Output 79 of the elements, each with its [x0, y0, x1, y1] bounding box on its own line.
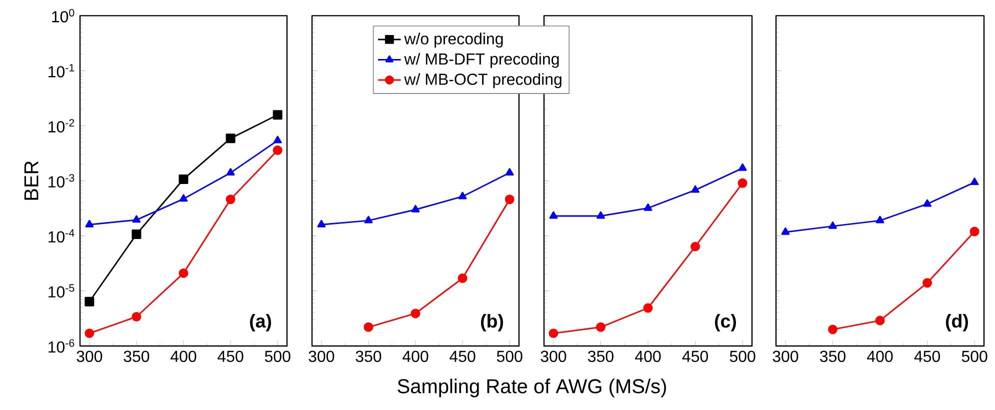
x-tick-label: 350	[356, 350, 382, 362]
x-tick-label: 300	[772, 350, 798, 362]
point	[828, 221, 837, 229]
point	[738, 163, 747, 171]
x-tick-label: 450	[450, 350, 476, 362]
point	[504, 194, 514, 204]
point	[923, 199, 932, 207]
x-tick-label: 300	[308, 350, 334, 362]
point	[738, 178, 748, 188]
annotation: (b)	[481, 314, 504, 332]
point	[690, 242, 700, 252]
point	[273, 136, 282, 144]
point	[411, 204, 420, 212]
point	[643, 303, 653, 313]
x-tick-label: 300	[76, 350, 102, 362]
annotation: (a)	[250, 314, 272, 332]
point	[132, 215, 141, 223]
y-tick-label: 10$^{-2}$	[48, 119, 74, 132]
x-tick-label: 500	[264, 350, 290, 362]
point	[132, 312, 142, 322]
point	[458, 192, 467, 200]
point	[84, 296, 94, 306]
point	[226, 194, 236, 204]
x-tick-label: 400	[402, 350, 428, 362]
point	[505, 168, 514, 176]
point	[84, 328, 94, 338]
point	[179, 194, 188, 202]
x-tick-label: 450	[218, 350, 244, 362]
point	[364, 322, 374, 332]
y-tick-label: 10$^{-5}$	[48, 284, 74, 298]
point	[226, 168, 235, 176]
x-tick-label: 500	[962, 350, 988, 362]
point	[178, 174, 188, 184]
x-tick-label: 500	[496, 350, 522, 362]
point	[596, 322, 606, 332]
point	[226, 134, 236, 144]
point	[691, 185, 700, 193]
point	[644, 203, 652, 211]
point	[828, 324, 838, 334]
x-tick-label: 400	[170, 350, 196, 362]
x-tick-label: 400	[635, 350, 661, 362]
x-tick-label: 400	[867, 350, 893, 362]
point	[85, 220, 94, 228]
y-tick-label: 10$^{-4}$	[48, 229, 74, 243]
x-tick-label: 500	[730, 350, 756, 362]
point	[178, 268, 188, 278]
x-tick-label: 450	[682, 350, 708, 362]
point	[458, 274, 468, 283]
point	[876, 216, 884, 224]
point	[875, 316, 885, 326]
point	[132, 230, 142, 240]
x-tick-label: 350	[588, 350, 614, 362]
y-tick-label: 10$^{-1}$	[48, 64, 74, 78]
point	[970, 226, 980, 236]
point	[922, 278, 932, 288]
x-axis-title: Sampling Rate of AWG (MS/s)	[398, 378, 666, 398]
point	[970, 178, 979, 186]
point	[272, 110, 282, 120]
y-tick-label: 10$^{-6}$	[48, 339, 74, 353]
point	[317, 220, 326, 228]
annotation: (d)	[946, 314, 968, 332]
y-tick-label: 10$^{-3}$	[48, 174, 74, 188]
legend-label: w/o precoding	[404, 32, 503, 48]
x-tick-label: 450	[914, 350, 940, 362]
point	[549, 211, 558, 219]
point	[596, 211, 605, 219]
annotation: (c)	[715, 314, 736, 332]
legend-label: w/ MB-DFT precoding	[404, 52, 559, 68]
y-tick-label: 10$^{0}$	[52, 8, 74, 22]
legend-label: w/ MB-OCT precoding	[404, 73, 562, 88]
point	[548, 328, 558, 338]
point	[364, 216, 373, 224]
point	[272, 145, 282, 155]
x-tick-label: 350	[124, 350, 150, 362]
point	[781, 227, 790, 235]
y-axis-title: BER	[24, 161, 38, 200]
point	[410, 308, 420, 318]
x-tick-label: 300	[540, 350, 566, 362]
x-tick-label: 350	[820, 350, 846, 362]
